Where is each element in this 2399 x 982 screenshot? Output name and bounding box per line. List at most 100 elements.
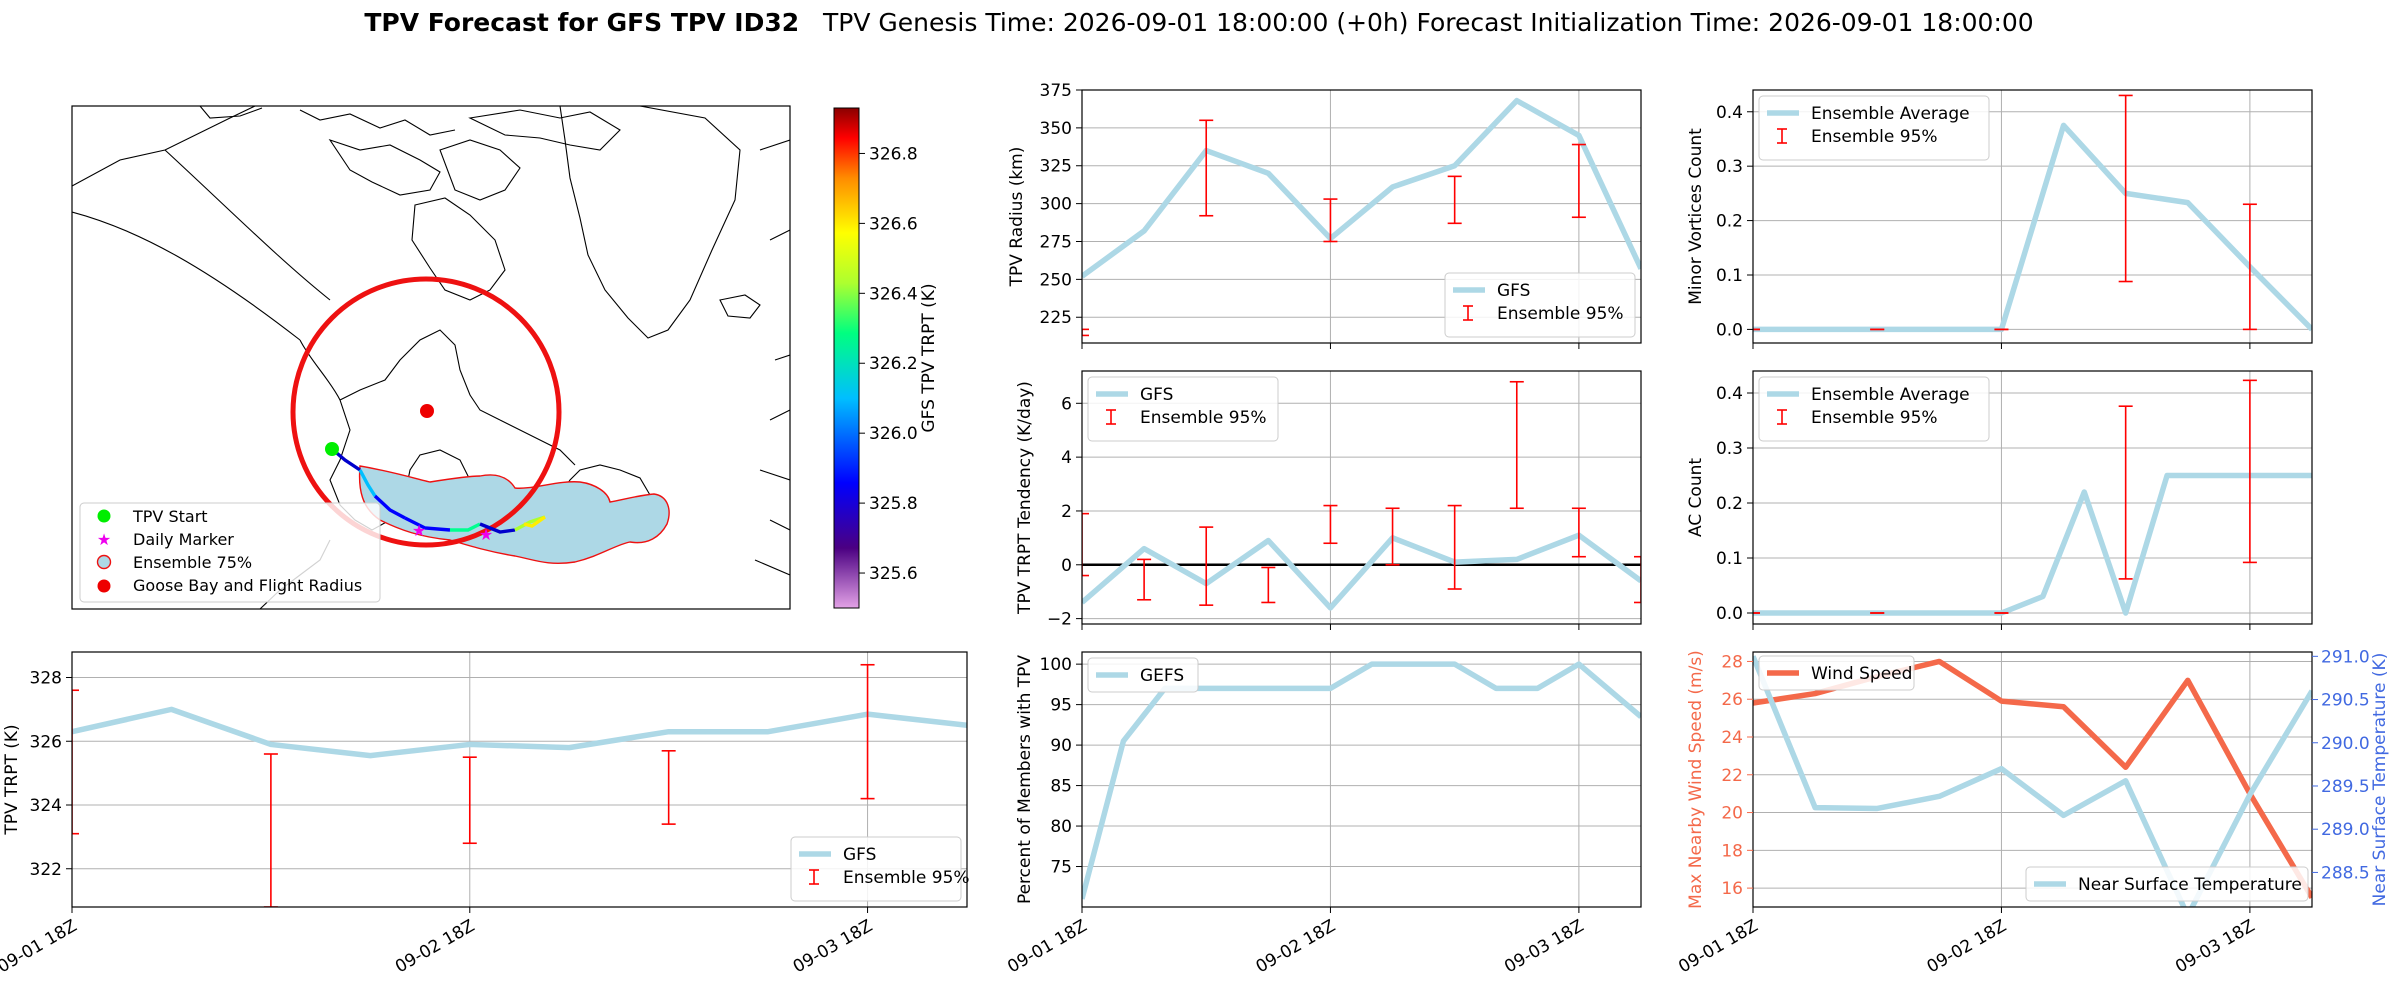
daily-marker-2: ★ [479,525,493,544]
y-tick-label: 26 [1721,690,1743,710]
coastline-hudson-east [339,329,501,421]
daily-marker-1: ★ [412,521,426,540]
y-tick-label: 350 [1040,119,1072,139]
y-tick-label: 22 [1721,766,1743,786]
x-axis-ticks: 09-01 18Z 09-02 18Z 09-03 18Z [0,907,876,977]
x-axis-ticks: 09-01 18Z 09-02 18Z 09-03 18Z [1675,907,2258,977]
y-right-tick-label: 290.0 [2321,734,2370,754]
series-line-gfs [72,706,967,759]
colorbar-tick-label: 326.4 [869,284,918,304]
y-axis-label: AC Count [1686,458,1706,537]
legend-label: Ensemble Average [1811,385,1970,405]
legend-daily-icon: ★ [97,530,111,549]
y-tick-label: 0.3 [1716,157,1743,177]
colorbar-gradient [833,107,860,609]
axes-frame [1081,370,1642,625]
legend: GFS Ensemble 95% [1087,376,1279,442]
axes-frame [1752,651,2313,908]
track-segment-3 [373,494,406,520]
y-axis-ticks: 322 324 326 328 [30,669,72,880]
island-baffin-n [439,139,521,201]
legend-box [1758,95,1990,161]
series [1082,97,1641,337]
map-legend: TPV Start ★ Daily Marker Ensemble 75% Go… [79,502,381,603]
y-tick-label: 0.4 [1716,103,1743,123]
legend-label: Near Surface Temperature [2078,875,2302,895]
y-tick-label: 0.0 [1716,320,1743,340]
y-tick-label: 24 [1721,728,1743,748]
colorbar-tick-label: 326.0 [869,424,918,444]
x-tick-label: 09-03 18Z [1501,916,1587,977]
y-tick-label: 275 [1040,232,1072,252]
y-tick-label: 20 [1721,804,1743,824]
legend-label: GFS [1140,385,1173,405]
y-tick-label: 324 [30,796,62,816]
legend-label: GFS [1497,281,1530,301]
errorbars-ensemble-95 [72,663,875,907]
x-tick-label: 09-02 18Z [1253,916,1339,977]
island-iceland [719,294,761,319]
map-panel: ★ ★ TPV Start ★ Daily Marker Ensemble 75… [71,105,939,610]
y-tick-label: 0.1 [1716,266,1743,286]
errorbars-ensemble-95 [1082,119,1586,337]
colorbar-ticks: 325.6 325.8 326.0 326.2 326.4 326.6 326.8 [859,144,918,584]
border-line-2 [72,211,301,341]
y-axis-label: Max Nearby Wind Speed (m/s) [1686,650,1706,909]
series [1082,380,1641,611]
x-axis-ticks [1081,343,1580,349]
legend-ensemble-label: Ensemble 75% [133,553,252,572]
y-tick-label: 300 [1040,195,1072,215]
y-tick-label: 375 [1040,81,1072,101]
colorbar-tick-label: 326.2 [869,354,918,374]
y-right-tick-label: 290.5 [2321,691,2370,711]
legend-label: Ensemble 95% [1811,408,1938,428]
legend-label: Ensemble Average [1811,104,1970,124]
figure-title: TPV Forecast for GFS TPV ID32 TPV Genesi… [364,8,2033,37]
legend-label: GFS [843,845,876,865]
legend: GFS Ensemble 95% [1444,272,1636,338]
coastline-europe [754,139,790,576]
y-tick-label: 90 [1050,736,1072,756]
x-axis-ticks [1752,624,2251,630]
map-legend-box [79,502,381,603]
x-axis-ticks: 09-01 18Z 09-02 18Z 09-03 18Z [1004,907,1587,977]
y-tick-label: 0.2 [1716,494,1743,514]
series [1753,94,2312,333]
y-right-tick-label: 288.5 [2321,863,2370,883]
x-tick-label: 09-01 18Z [1004,916,1090,977]
legend-label: Ensemble 95% [1811,127,1938,147]
y-tick-label: 326 [30,732,62,752]
legend-ensemble-icon [96,554,112,570]
x-axis-ticks [1081,624,1580,630]
y-right-tick-label: 289.0 [2321,820,2370,840]
figure-title-bold: TPV Forecast for GFS TPV ID32 [364,8,799,37]
y-tick-label: 328 [30,669,62,689]
legend-start-icon [97,509,111,523]
legend: GEFS [1087,657,1199,693]
legend-box [1758,655,1915,691]
x-tick-label: 09-03 18Z [790,916,876,977]
y-tick-label: 75 [1050,858,1072,878]
goose-bay-marker [420,404,434,418]
y-tick-label: 0.0 [1716,604,1743,624]
legend: Ensemble Average Ensemble 95% [1758,95,1990,161]
y-right-axis-label: Near Surface Temperature (K) [2370,653,2390,907]
y-right-tick-label: 289.5 [2321,777,2370,797]
track-segment-8 [523,515,546,528]
y-tick-label: 225 [1040,308,1072,328]
track-segment-2 [358,469,377,497]
tendency-panel: −2 0 2 4 6 TPV TRPT Tendency (K/day) GFS Ensemb… [1015,370,1642,630]
island-ellesmere [468,109,621,151]
y-tick-label: 0.4 [1716,384,1743,404]
y-axis-ticks: 0.0 0.1 0.2 0.3 0.4 [1716,384,1753,624]
border-line [164,149,331,301]
ac-count-panel: 0.00.10.20.30.4 AC Count Ensemble Average E… [1686,370,2313,630]
colorbar-tick-label: 325.6 [869,564,918,584]
y-tick-label: 0.2 [1716,212,1743,232]
legend-label: Wind Speed [1811,664,1912,684]
y-axis-ticks: 225 250 275 300 325 350 375 [1040,81,1082,328]
y-axis-label: Percent of Members with TPV [1015,655,1035,904]
series-line-gfs [1082,97,1641,279]
legend-label: GEFS [1140,666,1184,686]
